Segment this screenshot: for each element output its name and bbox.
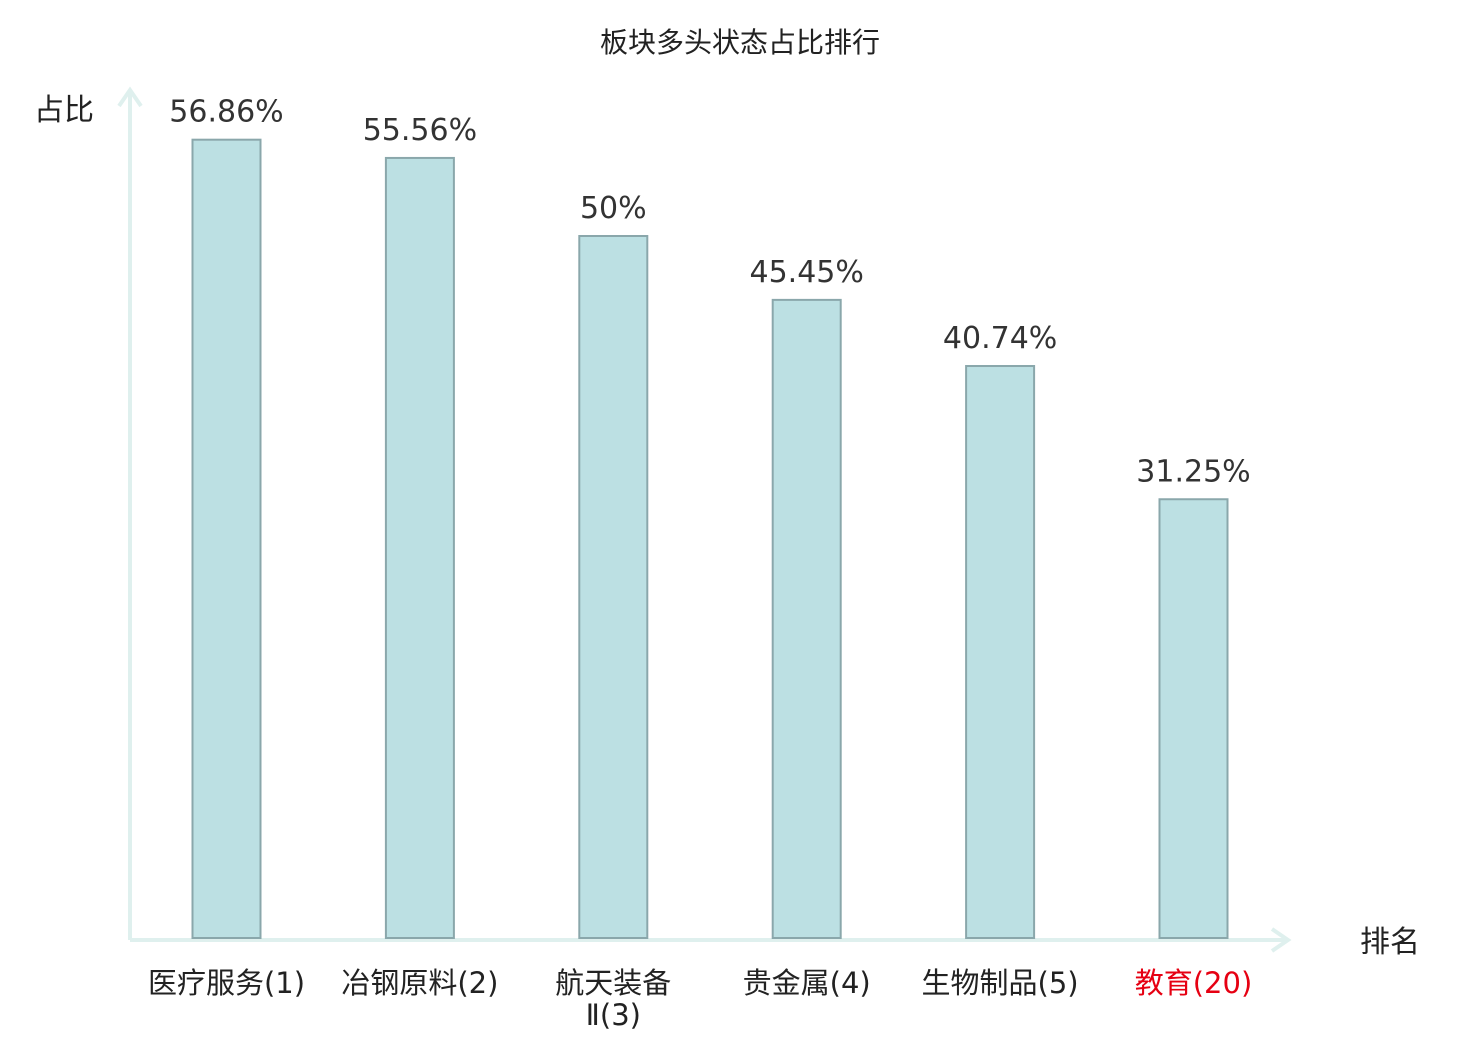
value-label-6: 31.25% xyxy=(1136,454,1250,489)
bar-4 xyxy=(771,298,842,939)
bar-3 xyxy=(578,235,649,939)
category-label-5: 生物制品(5) xyxy=(922,966,1079,1000)
chart-title: 板块多头状态占比排行 xyxy=(600,26,880,59)
category-label-6: 教育(20) xyxy=(1135,966,1253,1000)
value-label-4: 45.45% xyxy=(750,255,864,290)
bar-1 xyxy=(191,138,262,939)
category-label-2: 冶钢原料(2) xyxy=(341,966,498,1000)
bar-5 xyxy=(965,365,1036,940)
value-label-1: 56.86% xyxy=(169,95,283,130)
x-axis-label: 排名 xyxy=(1360,925,1420,960)
x-axis-arrow xyxy=(1270,927,1292,953)
y-axis-arrow xyxy=(117,86,143,108)
bar-6 xyxy=(1158,498,1229,939)
category-label-3-line-2: Ⅱ(3) xyxy=(586,998,641,1032)
category-label-1: 医疗服务(1) xyxy=(148,966,305,1000)
y-axis-label: 占比 xyxy=(34,93,94,128)
value-label-3: 50% xyxy=(580,191,647,226)
category-label-3-line-1: 航天装备 xyxy=(555,966,671,1000)
value-label-2: 55.56% xyxy=(363,113,477,148)
bar-2 xyxy=(384,156,455,939)
value-label-5: 40.74% xyxy=(943,321,1057,356)
category-label-4: 贵金属(4) xyxy=(743,966,871,1000)
